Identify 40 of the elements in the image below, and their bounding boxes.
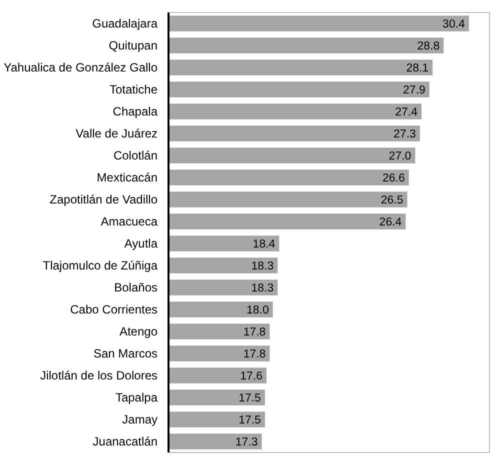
y-tick-label: Cabo Corrientes xyxy=(70,302,158,316)
y-tick-label: Tlajomulco de Zúñiga xyxy=(42,258,158,272)
data-label: 27.4 xyxy=(395,106,418,118)
y-tick-label: Jilotlán de los Dolores xyxy=(40,368,158,382)
y-tick-label: Zapotitlán de Vadillo xyxy=(50,192,158,206)
data-label: 26.4 xyxy=(379,216,402,228)
y-tick-label: Yahualica de González Gallo xyxy=(4,60,158,74)
y-tick-label: Juanacatlán xyxy=(92,434,158,448)
data-label: 17.6 xyxy=(240,370,263,382)
data-label: 26.5 xyxy=(380,194,404,206)
data-label: 17.8 xyxy=(243,348,266,360)
data-label: 17.5 xyxy=(238,414,261,426)
y-tick-label: Ayutla xyxy=(124,236,158,250)
y-tick-label: Totatiche xyxy=(109,82,158,96)
data-label: 17.5 xyxy=(238,392,261,404)
data-label: 27.3 xyxy=(394,128,416,140)
y-tick-label: Jamay xyxy=(122,412,158,426)
data-label: 27.0 xyxy=(388,150,412,162)
data-label: 18.0 xyxy=(246,304,269,316)
y-tick-label: Quitupan xyxy=(108,38,158,52)
data-label: 18.3 xyxy=(251,282,274,294)
y-tick-label: Guadalajara xyxy=(92,16,158,30)
y-tick-label: Atengo xyxy=(119,324,158,338)
y-tick-label: Colotlán xyxy=(113,148,158,162)
y-tick-label: San Marcos xyxy=(93,346,158,360)
y-tick-label: Mexticacán xyxy=(96,170,158,184)
data-label: 17.3 xyxy=(235,436,258,448)
data-label: 28.1 xyxy=(406,62,429,74)
y-tick-label: Amacueca xyxy=(100,214,158,228)
data-label: 18.4 xyxy=(252,238,276,250)
y-tick-label: Chapala xyxy=(112,104,158,118)
data-label: 17.8 xyxy=(243,326,266,338)
y-tick-label: Bolaños xyxy=(114,280,158,294)
y-tick-label: Tapalpa xyxy=(115,390,158,404)
data-label: 30.4 xyxy=(442,18,466,30)
data-label: 28.8 xyxy=(417,40,440,52)
data-label: 18.3 xyxy=(251,260,274,272)
data-label: 26.6 xyxy=(382,172,405,184)
y-tick-label: Valle de Juárez xyxy=(76,126,158,140)
data-label: 27.9 xyxy=(403,84,426,96)
